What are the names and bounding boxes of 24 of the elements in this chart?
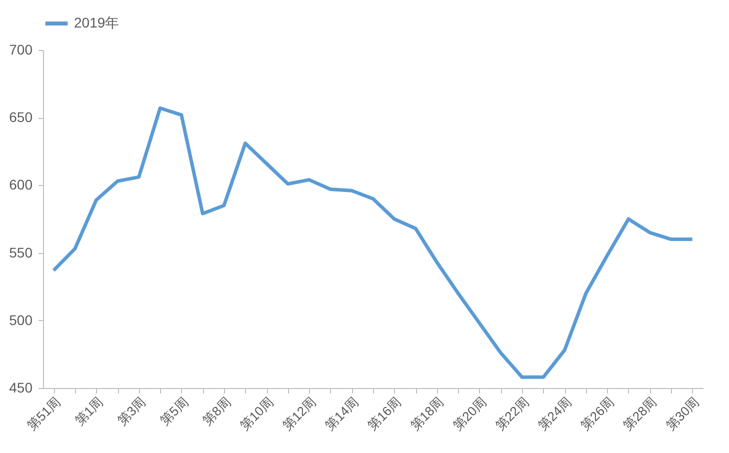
y-tick-label: 500 <box>9 312 33 328</box>
y-tick-label: 450 <box>9 380 33 396</box>
x-tick-label: 第18周 <box>407 394 447 434</box>
x-tick-label: 第22周 <box>492 394 532 434</box>
x-tick-label: 第24周 <box>535 394 574 434</box>
x-tick-label: 第30周 <box>662 394 702 434</box>
x-tick-label: 第1周 <box>72 394 106 428</box>
x-tick-label: 第16周 <box>364 394 404 434</box>
x-tick-label: 第28周 <box>620 394 660 434</box>
y-tick-label: 700 <box>9 42 33 58</box>
x-tick-label: 第3周 <box>114 394 148 428</box>
x-tick-label: 第51周 <box>24 394 64 434</box>
y-tick-label: 550 <box>9 244 33 260</box>
x-tick-label: 第8周 <box>200 394 234 428</box>
x-tick-label: 第12周 <box>280 394 319 434</box>
x-tick-label: 第10周 <box>237 394 276 434</box>
legend-label: 2019年 <box>74 14 120 30</box>
x-tick-label: 第14周 <box>322 394 362 434</box>
line-series <box>52 106 694 379</box>
x-tick-label: 第20周 <box>450 394 490 434</box>
x-tick-label: 第26周 <box>578 394 617 434</box>
y-tick-label: 650 <box>9 109 33 126</box>
x-tick-label: 第5周 <box>156 394 192 428</box>
y-tick-label: 600 <box>9 176 33 193</box>
